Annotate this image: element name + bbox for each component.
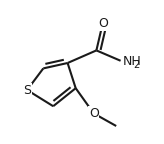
Text: 2: 2 — [133, 60, 139, 70]
Text: NH: NH — [123, 55, 141, 68]
Text: O: O — [98, 17, 108, 30]
Text: S: S — [23, 84, 31, 96]
Text: O: O — [89, 107, 99, 120]
